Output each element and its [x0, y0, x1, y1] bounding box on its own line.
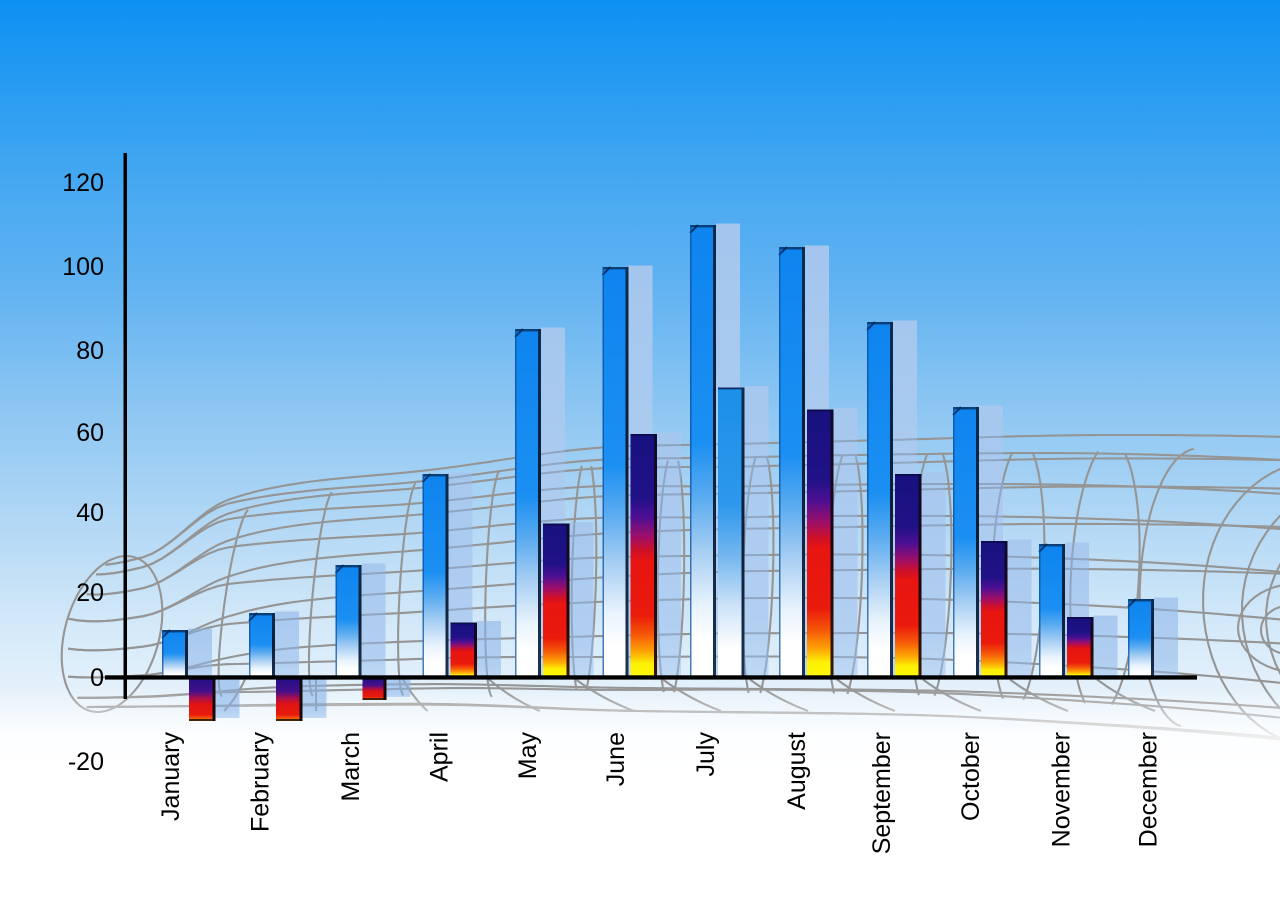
svg-text:120: 120: [62, 169, 104, 197]
svg-text:100: 100: [62, 253, 104, 281]
svg-text:May: May: [514, 732, 542, 780]
svg-text:July: July: [692, 732, 720, 777]
svg-text:June: June: [602, 732, 630, 786]
svg-text:October: October: [957, 732, 985, 821]
svg-text:March: March: [337, 732, 365, 801]
svg-text:60: 60: [76, 419, 104, 447]
svg-text:0: 0: [90, 664, 104, 692]
svg-text:40: 40: [76, 499, 104, 527]
svg-text:April: April: [426, 732, 454, 782]
svg-text:February: February: [247, 732, 275, 833]
svg-text:August: August: [783, 732, 811, 810]
svg-text:December: December: [1135, 732, 1163, 847]
svg-text:-20: -20: [68, 748, 104, 776]
svg-text:80: 80: [76, 337, 104, 365]
svg-text:January: January: [157, 732, 185, 821]
svg-text:September: September: [868, 732, 896, 854]
svg-text:November: November: [1048, 732, 1076, 847]
svg-text:20: 20: [76, 579, 104, 607]
